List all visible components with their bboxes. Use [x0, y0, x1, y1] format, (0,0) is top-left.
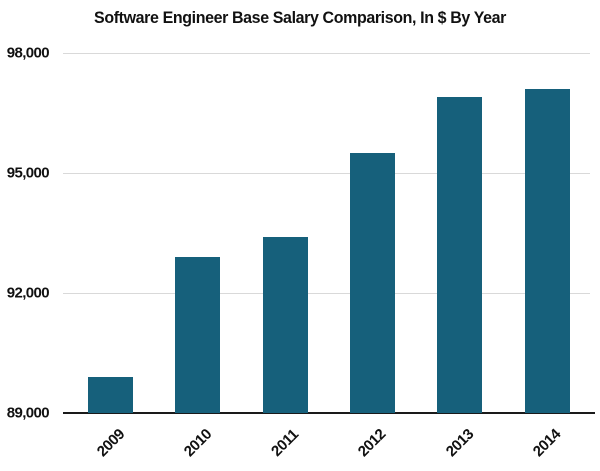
- y-gridline: [63, 53, 590, 54]
- bar-2010: [175, 257, 221, 413]
- bar-2011: [262, 237, 308, 413]
- bar-2012: [349, 153, 395, 413]
- y-gridline: [63, 293, 590, 294]
- y-axis-tick-label: 95,000: [6, 164, 50, 182]
- x-axis-tick-label: 2012: [355, 425, 390, 461]
- y-gridline: [63, 173, 590, 174]
- x-axis-line: [63, 412, 595, 414]
- bar-2014: [524, 89, 570, 413]
- bar-2009: [88, 377, 133, 413]
- y-axis-tick-label: 89,000: [6, 404, 50, 422]
- chart-title: Software Engineer Base Salary Comparison…: [94, 8, 506, 27]
- x-axis-tick-label: 2010: [180, 425, 216, 461]
- y-axis-tick-label: 98,000: [6, 44, 50, 62]
- x-axis-tick-label: 2013: [442, 425, 477, 461]
- y-axis-tick-label: 92,000: [6, 284, 50, 302]
- bar-2013: [437, 97, 483, 413]
- x-axis-tick-label: 2011: [268, 426, 303, 460]
- x-axis-tick-label: 2014: [529, 425, 565, 461]
- x-axis-tick-label: 2009: [93, 425, 128, 461]
